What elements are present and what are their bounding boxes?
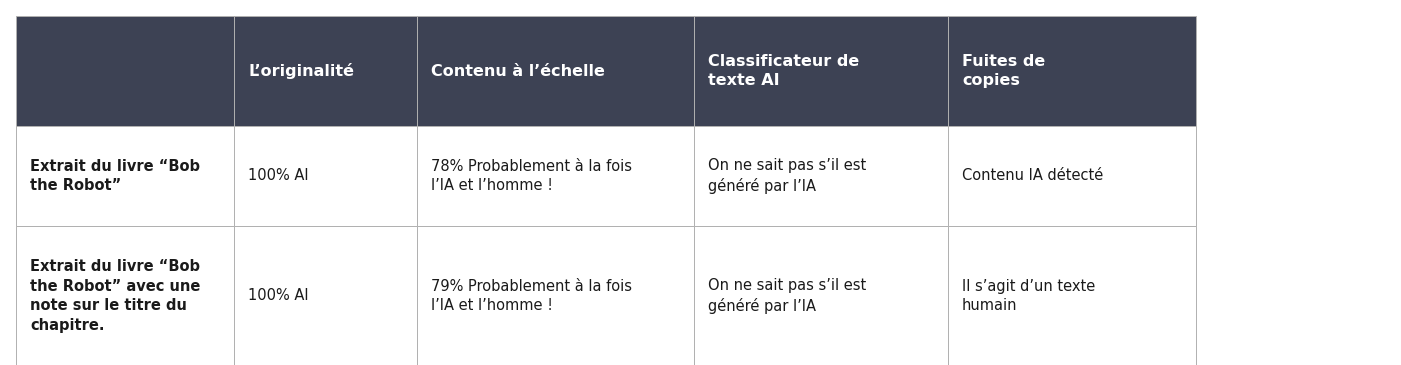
Text: Fuites de
copies: Fuites de copies bbox=[962, 54, 1045, 88]
Text: Classificateur de
texte AI: Classificateur de texte AI bbox=[708, 54, 859, 88]
Text: On ne sait pas s’il est
généré par l’IA: On ne sait pas s’il est généré par l’IA bbox=[708, 278, 866, 314]
Text: Contenu IA détecté: Contenu IA détecté bbox=[962, 169, 1103, 184]
Text: On ne sait pas s’il est
généré par l’IA: On ne sait pas s’il est généré par l’IA bbox=[708, 158, 866, 194]
Text: Il s’agit d’un texte
humain: Il s’agit d’un texte humain bbox=[962, 278, 1096, 314]
Bar bbox=[417, 126, 693, 226]
Text: 79% Probablement à la fois
l’IA et l’homme !: 79% Probablement à la fois l’IA et l’hom… bbox=[432, 278, 632, 314]
Bar bbox=[948, 126, 1196, 226]
Bar bbox=[948, 226, 1196, 365]
Bar bbox=[234, 226, 417, 365]
Bar bbox=[234, 126, 417, 226]
Text: 100% AI: 100% AI bbox=[248, 288, 308, 304]
Text: L’originalité: L’originalité bbox=[248, 63, 354, 79]
Bar bbox=[234, 16, 417, 126]
Bar bbox=[417, 16, 693, 126]
Text: 100% AI: 100% AI bbox=[248, 169, 308, 184]
Text: 78% Probablement à la fois
l’IA et l’homme !: 78% Probablement à la fois l’IA et l’hom… bbox=[432, 159, 632, 193]
Bar bbox=[693, 126, 948, 226]
Bar bbox=[417, 226, 693, 365]
Bar bbox=[693, 226, 948, 365]
Text: Extrait du livre “Bob
the Robot” avec une
note sur le titre du
chapitre.: Extrait du livre “Bob the Robot” avec un… bbox=[29, 259, 200, 333]
Bar bbox=[15, 16, 234, 126]
Bar bbox=[693, 16, 948, 126]
Text: Contenu à l’échelle: Contenu à l’échelle bbox=[432, 64, 605, 78]
Text: Extrait du livre “Bob
the Robot”: Extrait du livre “Bob the Robot” bbox=[29, 159, 200, 193]
Bar bbox=[948, 16, 1196, 126]
Bar bbox=[15, 126, 234, 226]
Bar bbox=[15, 226, 234, 365]
